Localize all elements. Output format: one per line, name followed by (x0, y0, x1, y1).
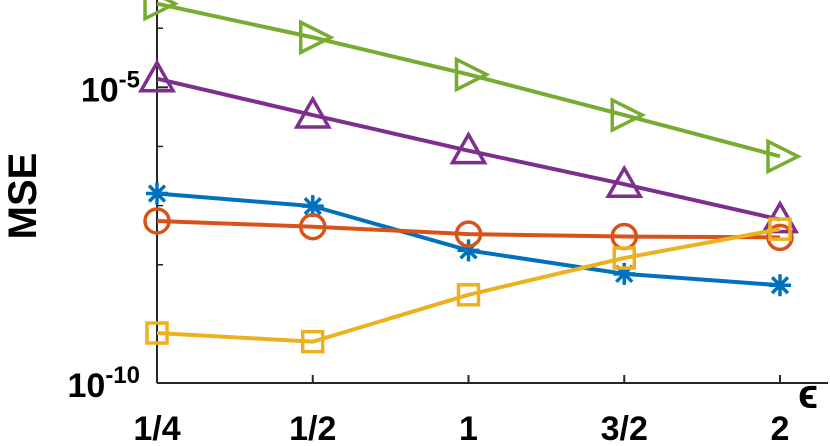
y-tick-labels: 10-10 10-5 (67, 66, 140, 405)
x-tick-label: 1/4 (133, 410, 180, 446)
x-tick-label: 3/2 (601, 410, 648, 446)
data-point (449, 131, 488, 165)
x-tick-label: 1 (459, 410, 478, 446)
x-tick-label: 1/2 (289, 410, 336, 446)
x-axis-label: ϵ (798, 370, 818, 417)
data-point (293, 95, 332, 129)
plot-area (137, 0, 828, 384)
data-point (454, 56, 491, 93)
series-line (156, 218, 781, 240)
data-point (613, 262, 636, 285)
data-point (454, 220, 483, 248)
series-2 (137, 59, 800, 234)
data-point (457, 239, 480, 262)
data-point (145, 321, 169, 345)
data-point (605, 164, 644, 198)
data-point (769, 274, 791, 297)
data-point (299, 212, 327, 241)
data-point (299, 19, 335, 56)
y-axis-label: MSE (1, 153, 45, 240)
series-4 (143, 207, 794, 252)
data-point (146, 182, 168, 205)
series-1 (143, 0, 802, 175)
series-line (156, 76, 781, 222)
data-point (301, 195, 324, 218)
series-5 (145, 217, 792, 354)
data-point (766, 223, 794, 252)
series-line (156, 227, 781, 344)
data-point (768, 217, 792, 241)
data-point (137, 59, 177, 93)
series-line (156, 1, 781, 159)
data-point (143, 207, 171, 235)
x-ticks (156, 375, 781, 383)
y-major-ticks (157, 86, 168, 384)
data-point (143, 0, 179, 22)
data-point (301, 329, 325, 354)
data-point (612, 246, 636, 270)
x-tick-labels: 1/4 1/2 1 3/2 2 (133, 410, 789, 446)
data-point (456, 283, 481, 307)
data-point (610, 97, 647, 133)
y-tick-label: 10-10 (67, 362, 140, 405)
series-3 (146, 182, 791, 297)
data-point (766, 138, 802, 175)
series-layer (137, 0, 802, 354)
x-tick-label: 2 (771, 410, 790, 446)
y-tick-label: 10-5 (81, 66, 140, 109)
